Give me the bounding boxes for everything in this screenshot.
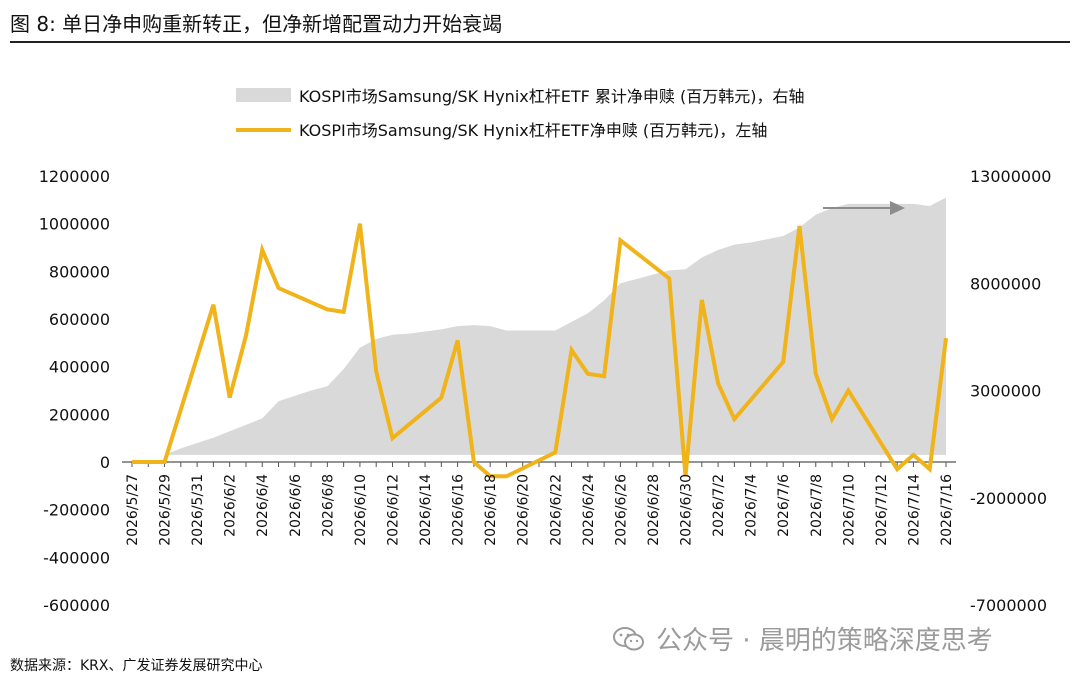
x-tick-label: 2026/6/18: [483, 474, 499, 546]
figure-title: 图 8: 单日净申购重新转正，但净新增配置动力开始衰竭: [10, 12, 503, 36]
x-tick-label: 2026/6/30: [679, 474, 695, 546]
left-y-tick-label: 1000000: [39, 215, 110, 234]
source-note: 数据来源：KRX、广发证券发展研究中心: [10, 658, 263, 674]
daily-line-layer: [132, 223, 948, 479]
x-axis-tick-labels: 2026/5/27 2026/5/29 2026/5/31 2026/6/2 2026/…: [125, 474, 955, 546]
x-tick-label: 2026/6/2: [223, 474, 239, 537]
right-axis-arrow: [823, 201, 905, 215]
legend: KOSPI市场Samsung/SK Hynix杠杆ETF 累计净申赎 (百万韩元…: [236, 87, 804, 140]
left-y-tick-label: 1200000: [39, 167, 110, 186]
x-tick-label: 2026/5/27: [125, 474, 141, 546]
right-y-tick-label: 3000000: [970, 382, 1041, 401]
x-tick-label: 2026/5/29: [158, 474, 174, 546]
cumulative-area-layer: [132, 197, 946, 455]
left-y-tick-label: 800000: [49, 262, 110, 281]
x-tick-label: 2026/6/24: [581, 474, 597, 546]
x-tick-label: 2026/7/8: [809, 474, 825, 537]
watermark-text: 公众号 · 晨明的策略深度思考: [656, 626, 993, 656]
x-tick-label: 2026/6/26: [613, 474, 629, 546]
arrow-head: [890, 201, 905, 215]
watermark: 公众号 · 晨明的策略深度思考: [612, 620, 993, 657]
right-y-tick-label: 8000000: [970, 274, 1041, 293]
right-y-axis-ticks: 13000000 8000000 3000000 -2000000 -7000000: [970, 167, 1051, 615]
left-y-tick-label: 400000: [49, 358, 110, 377]
x-tick-label: 2026/5/31: [190, 474, 206, 546]
dual-axis-chart: KOSPI市场Samsung/SK Hynix杠杆ETF 累计净申赎 (百万韩元…: [39, 87, 1052, 615]
x-tick-label: 2026/6/12: [385, 474, 401, 546]
x-tick-label: 2026/7/6: [776, 474, 792, 537]
right-y-tick-label: -2000000: [970, 489, 1047, 508]
left-y-tick-label: -600000: [43, 596, 110, 615]
left-y-tick-label: -400000: [43, 548, 110, 567]
left-y-tick-label: -200000: [43, 501, 110, 520]
x-tick-label: 2026/6/4: [255, 474, 271, 537]
x-tick-label: 2026/6/14: [418, 474, 434, 546]
cumulative-area: [132, 197, 946, 455]
x-tick-label: 2026/7/12: [874, 474, 890, 546]
left-y-tick-label: 0: [100, 453, 110, 472]
x-tick-label: 2026/6/10: [353, 474, 369, 546]
legend-line-label: KOSPI市场Samsung/SK Hynix杠杆ETF净申赎 (百万韩元)，左…: [299, 121, 767, 140]
right-y-tick-label: -7000000: [970, 596, 1047, 615]
x-tick-label: 2026/6/20: [516, 474, 532, 546]
right-y-tick-label: 13000000: [970, 167, 1051, 186]
x-tick-label: 2026/6/22: [548, 474, 564, 546]
x-tick-label: 2026/7/14: [906, 474, 922, 546]
x-tick-label: 2026/6/6: [288, 474, 304, 537]
x-tick-label: 2026/6/16: [451, 474, 467, 546]
legend-area-label: KOSPI市场Samsung/SK Hynix杠杆ETF 累计净申赎 (百万韩元…: [299, 87, 804, 106]
x-tick-label: 2026/6/28: [646, 474, 662, 546]
left-y-tick-label: 600000: [49, 310, 110, 329]
wechat-icon: [613, 626, 644, 650]
x-axis: [122, 461, 956, 467]
legend-area-swatch: [236, 88, 291, 102]
title-divider: [10, 41, 1070, 43]
daily-net-line: [132, 223, 948, 479]
x-tick-label: 2026/7/4: [744, 474, 760, 537]
x-tick-label: 2026/6/8: [320, 474, 336, 537]
left-y-tick-label: 200000: [49, 405, 110, 424]
x-tick-label: 2026/7/16: [939, 474, 955, 546]
x-tick-label: 2026/7/2: [711, 474, 727, 537]
x-tick-label: 2026/7/10: [841, 474, 857, 546]
left-y-axis-ticks: 1200000 1000000 800000 600000 400000 200000 0 -…: [39, 167, 110, 615]
